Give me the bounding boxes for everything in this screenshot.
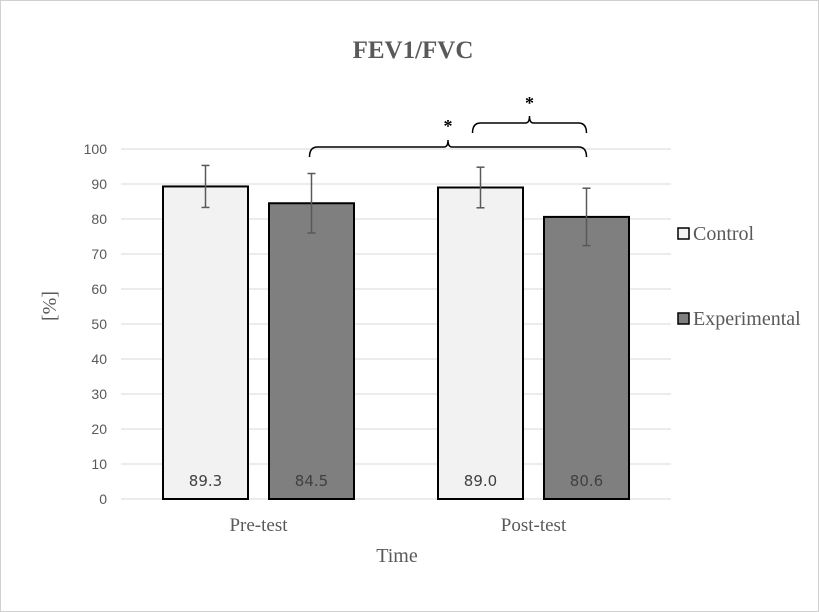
bar: [543, 215, 630, 500]
x-category-label: Post-test: [501, 515, 567, 536]
significance-star: *: [444, 116, 453, 136]
legend: Control Experimental: [677, 223, 801, 330]
y-tick-label: 0: [99, 491, 107, 507]
data-labels: 89.3 84.5 89.0 80.6: [189, 472, 603, 490]
y-axis-title: [%]: [39, 291, 61, 321]
y-tick-label: 30: [91, 386, 107, 402]
y-axis-ticks: 0 10 20 30 40 50 60 70 80 90 100: [84, 141, 108, 507]
legend-swatch: [677, 227, 690, 240]
bracket-experimental-pre-post: [308, 139, 588, 158]
bar: [268, 202, 355, 500]
legend-swatch: [677, 312, 690, 325]
y-tick-label: 50: [91, 316, 107, 332]
bar: [437, 186, 524, 500]
data-label: 89.0: [464, 472, 497, 490]
bars: [162, 185, 630, 500]
y-tick-label: 60: [91, 281, 107, 297]
x-axis-categories: Pre-test Post-test: [229, 515, 566, 536]
bar: [162, 185, 249, 500]
x-category-label: Pre-test: [229, 515, 288, 536]
y-tick-label: 20: [91, 421, 107, 437]
y-tick-label: 100: [84, 141, 108, 157]
y-tick-label: 10: [91, 456, 107, 472]
legend-label: Control: [693, 223, 755, 245]
significance-star: *: [525, 93, 534, 113]
significance-brackets: **: [308, 93, 588, 158]
data-label: 84.5: [295, 472, 328, 490]
x-axis-title: Time: [376, 545, 418, 567]
error-bars: [201, 164, 591, 247]
data-label: 89.3: [189, 472, 222, 490]
data-label: 80.6: [570, 472, 603, 490]
y-tick-label: 70: [91, 246, 107, 262]
y-tick-label: 40: [91, 351, 107, 367]
chart-title: FEV1/FVC: [353, 37, 474, 64]
y-tick-label: 80: [91, 211, 107, 227]
bracket-post-control-experimental: [471, 115, 588, 134]
y-tick-label: 90: [91, 176, 107, 192]
legend-label: Experimental: [693, 308, 801, 330]
